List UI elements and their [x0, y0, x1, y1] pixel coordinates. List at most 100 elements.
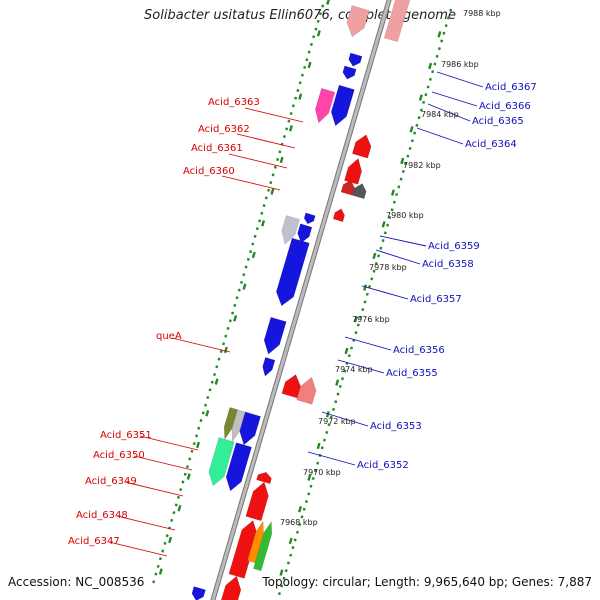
minor-tick — [316, 442, 321, 450]
gene-arrow-forward — [332, 208, 345, 223]
tick-dot — [188, 457, 192, 461]
tick-dot — [258, 219, 262, 223]
gene-arrow-forward — [352, 183, 367, 200]
tick-dot — [271, 173, 275, 177]
tick-dot — [433, 62, 437, 66]
tick-dot — [190, 449, 194, 453]
tick-dot — [325, 430, 329, 434]
gene-label: Acid_6350 — [93, 450, 145, 461]
label-leader — [108, 541, 168, 557]
minor-tick — [381, 221, 386, 228]
gene-label: Acid_6351 — [100, 430, 152, 441]
tick-label: 7978 kbp — [369, 263, 407, 272]
minor-tick — [168, 536, 173, 544]
gene-arrow-reverse — [275, 237, 310, 307]
tick-dot — [179, 488, 183, 492]
label-leader — [321, 411, 369, 427]
tick-dot — [161, 549, 165, 553]
tick-label: 7968 kbp — [280, 518, 318, 527]
gene-arrow-forward — [253, 520, 273, 572]
tick-dot — [163, 541, 167, 545]
tick-dot — [255, 227, 259, 231]
minor-tick — [298, 506, 303, 513]
tick-dot — [361, 308, 365, 312]
gene-label: Acid_6363 — [208, 97, 260, 108]
tick-dot — [294, 96, 298, 100]
tick-dot — [350, 346, 354, 350]
gene-arrow-reverse — [208, 437, 235, 487]
gene-arrow-reverse — [223, 407, 238, 441]
tick-dot — [251, 242, 255, 246]
label-leader — [431, 91, 478, 107]
tick-dot — [284, 569, 288, 573]
tick-dot — [442, 31, 446, 35]
tick-dot — [415, 123, 419, 127]
tick-dot — [170, 518, 174, 522]
label-leader — [236, 133, 296, 149]
tick-dot — [201, 411, 205, 415]
tick-dot — [277, 592, 281, 596]
tick-dot — [359, 315, 363, 319]
tick-dot — [408, 146, 412, 150]
tick-dot — [311, 476, 315, 481]
tick-dot — [300, 515, 304, 519]
tick-dot — [249, 250, 253, 254]
gene-labels: 7968 kbp 7970 kbp 7972 kbp 7974 kbp 7976 kbp… — [68, 9, 537, 547]
tick-dot — [185, 465, 189, 469]
label-leader — [221, 175, 281, 191]
tick-dot — [383, 231, 387, 235]
tick-dot — [287, 119, 291, 123]
tick-label: 7986 kbp — [441, 60, 479, 69]
tick-dot — [316, 19, 320, 23]
tick-dot — [215, 365, 219, 369]
minor-tick — [353, 316, 358, 323]
tick-dot — [329, 415, 333, 419]
gene-label: Acid_6357 — [410, 294, 462, 305]
tick-dot — [404, 162, 408, 166]
minor-tick — [428, 62, 433, 70]
tick-dot — [444, 24, 448, 28]
gene-label: Acid_6360 — [183, 166, 235, 177]
minor-tick — [418, 94, 423, 101]
tick-dot — [334, 400, 338, 404]
tick-dot — [276, 158, 280, 162]
tick-dot — [242, 273, 246, 277]
tick-dot — [428, 77, 432, 81]
tick-dot — [244, 265, 248, 269]
gene-label: Acid_6366 — [479, 101, 531, 112]
tick-dot — [197, 426, 201, 430]
tick-dot — [154, 572, 158, 576]
minor-tick — [316, 30, 321, 37]
gene-label: Acid_6367 — [485, 82, 537, 93]
minor-tick — [214, 378, 219, 385]
tick-dot — [262, 204, 266, 208]
tick-label: 7976 kbp — [352, 315, 390, 324]
tick-dot — [152, 580, 156, 584]
tick-dot — [331, 407, 336, 411]
minor-tick — [158, 568, 163, 575]
tick-dot — [388, 215, 392, 220]
gene-arrow-reverse — [330, 84, 355, 127]
minor-tick — [307, 474, 312, 481]
tick-dot — [289, 111, 293, 116]
label-leader — [344, 336, 392, 351]
tick-dot — [219, 349, 223, 353]
tick-label: 7982 kbp — [403, 161, 441, 170]
gene-arrow-forward — [296, 376, 317, 405]
label-leader — [171, 337, 231, 353]
tick-dot — [322, 438, 326, 442]
tick-dot — [298, 81, 302, 85]
tick-dot — [285, 127, 289, 131]
gene-label: Acid_6362 — [198, 124, 250, 135]
tick-label: 7988 kbp — [463, 9, 501, 18]
minor-tick — [335, 379, 340, 386]
minor-tick — [270, 188, 275, 195]
tick-dot — [440, 39, 444, 43]
gene-arrow-reverse — [281, 215, 300, 245]
gene-arrow-forward — [383, 0, 411, 43]
label-lines — [108, 71, 484, 557]
tick-dot — [158, 557, 162, 561]
gene-label: Acid_6364 — [465, 139, 517, 150]
tick-dot — [397, 185, 401, 189]
